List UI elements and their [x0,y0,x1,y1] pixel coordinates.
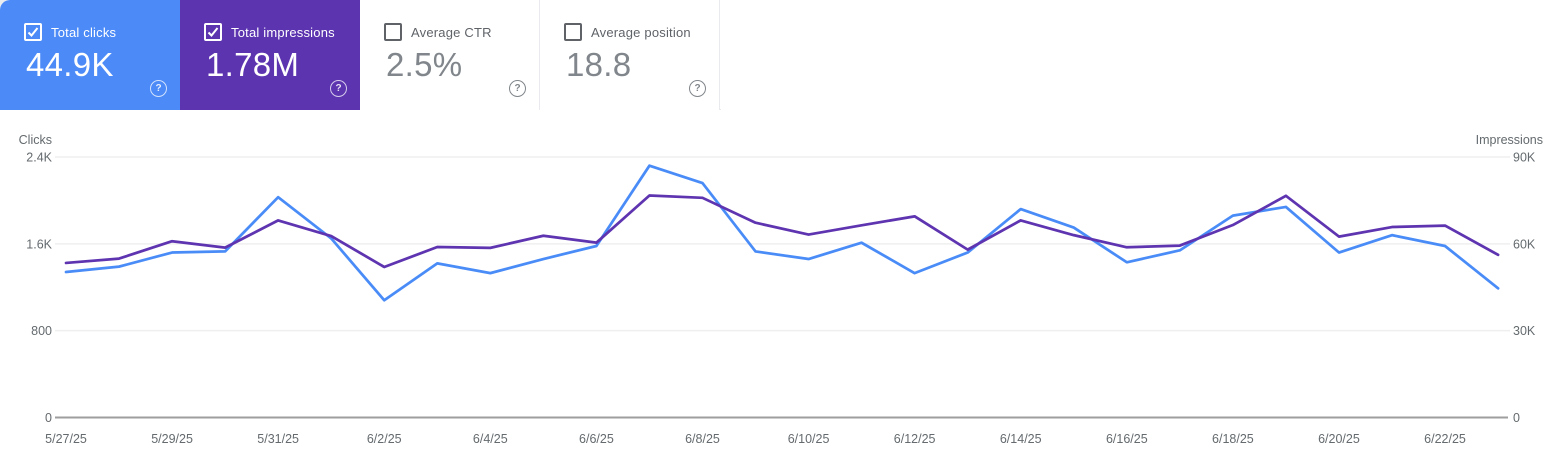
x-axis-tick: 6/20/25 [1318,432,1360,446]
check-icon [207,27,219,37]
left-axis-tick: 0 [45,411,52,425]
card-label: Average CTR [411,24,492,40]
chart-svg: Clicks Impressions 0 800 1.6K 2.4K 0 30K 60K 90K 5… [19,133,1543,446]
right-axis-title: Impressions [1476,133,1543,147]
right-axis-tick: 30K [1513,324,1536,338]
right-axis-tick: 0 [1513,411,1520,425]
left-axis-tick: 1.6K [26,237,52,251]
right-axis-tick: 90K [1513,151,1536,165]
x-axis-tick: 6/10/25 [788,432,830,446]
total-impressions-value: 1.78M [206,46,300,83]
help-icon[interactable]: ? [150,80,167,97]
x-axis-tick: 5/27/25 [45,432,87,446]
card-label: Average position [591,24,691,40]
x-axis-tick: 6/14/25 [1000,432,1042,446]
right-axis-tick: 60K [1513,237,1536,251]
average-ctr-value: 2.5% [386,46,463,83]
x-axis-tick: 6/18/25 [1212,432,1254,446]
x-axis-tick: 5/29/25 [151,432,193,446]
x-axis-tick: 6/2/25 [367,432,402,446]
check-icon [27,27,39,37]
card-total-clicks[interactable]: Total clicks 44.9K ? [0,0,180,110]
series-line-clicks[interactable] [64,164,1500,302]
left-axis-tick: 800 [31,324,52,338]
total-clicks-checkbox[interactable] [24,23,42,41]
card-label: Total impressions [231,24,335,40]
x-axis-tick: 6/6/25 [579,432,614,446]
metric-cards: Total clicks 44.9K ? Total impressions 1… [0,0,721,110]
x-axis-tick: 6/8/25 [685,432,720,446]
x-axis-tick: 6/12/25 [894,432,936,446]
left-axis-title: Clicks [19,133,52,147]
average-position-checkbox[interactable] [564,23,582,41]
help-icon[interactable]: ? [509,80,526,97]
average-position-value: 18.8 [566,46,632,83]
left-axis-tick: 2.4K [26,151,52,165]
total-clicks-value: 44.9K [26,46,114,83]
card-total-impressions[interactable]: Total impressions 1.78M ? [180,0,360,110]
x-axis-tick: 6/16/25 [1106,432,1148,446]
series-line-impressions[interactable] [64,194,1500,269]
x-axis-tick: 6/22/25 [1424,432,1466,446]
total-impressions-checkbox[interactable] [204,23,222,41]
x-axis-tick: 6/4/25 [473,432,508,446]
help-icon[interactable]: ? [330,80,347,97]
performance-chart[interactable]: Clicks Impressions 0 800 1.6K 2.4K 0 30K 60K 90K 5… [0,110,1557,471]
x-axis-tick: 5/31/25 [257,432,299,446]
card-label: Total clicks [51,24,117,40]
help-icon[interactable]: ? [689,80,706,97]
card-average-ctr[interactable]: Average CTR 2.5% ? [360,0,540,110]
card-average-position[interactable]: Average position 18.8 ? [540,0,720,110]
average-ctr-checkbox[interactable] [384,23,402,41]
